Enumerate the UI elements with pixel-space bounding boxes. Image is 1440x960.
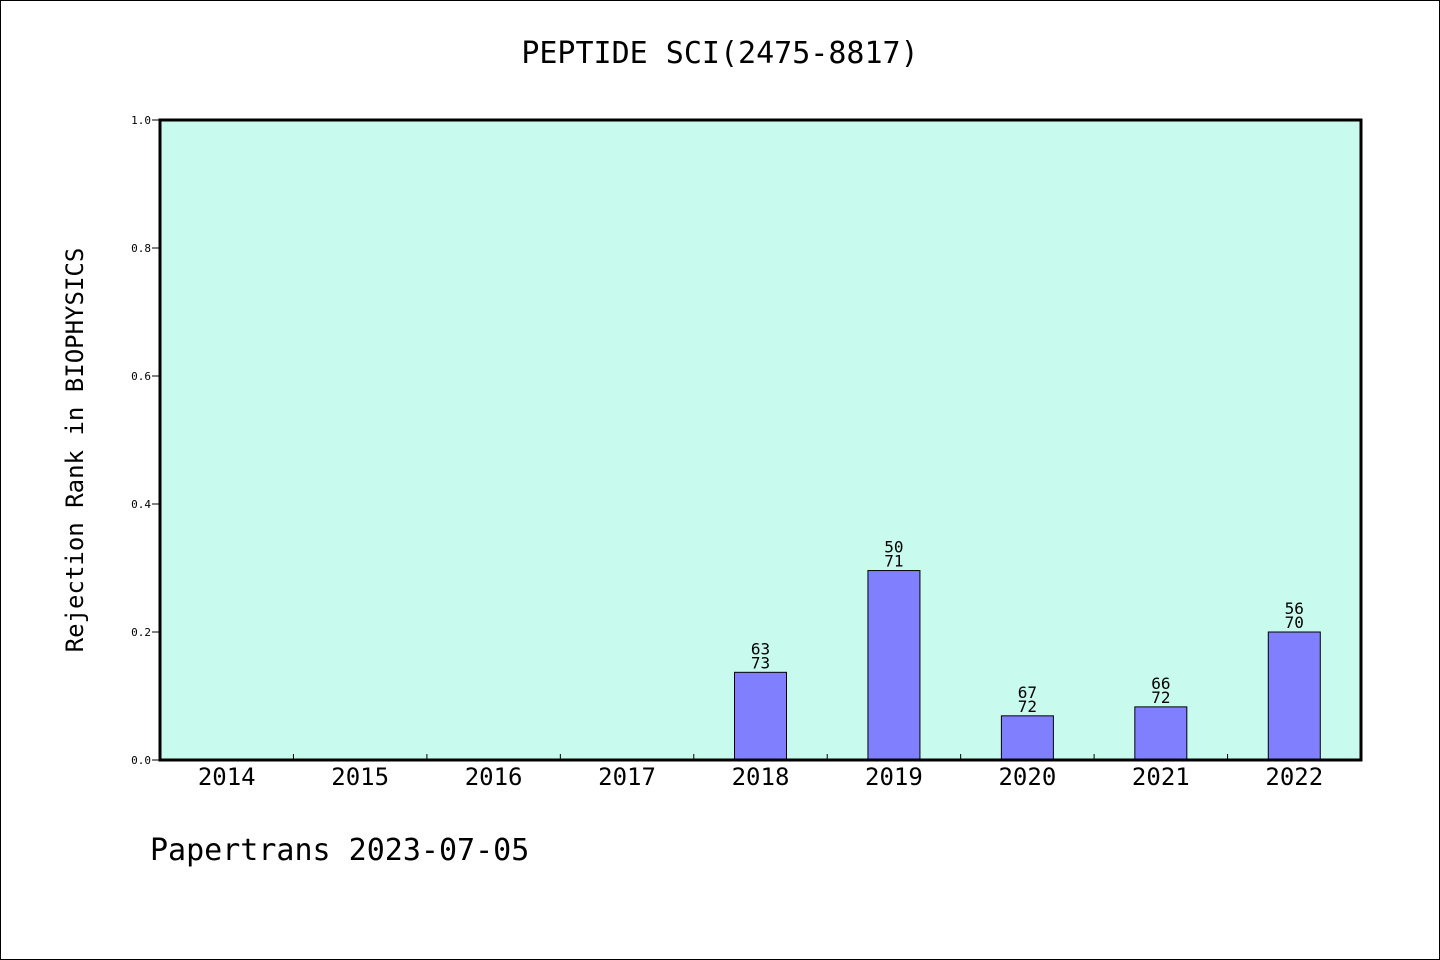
bar: [734, 671, 787, 761]
bar-label-bottom: 71: [884, 552, 903, 571]
bar-label-bottom: 72: [1151, 688, 1170, 707]
bar-label-top: 56: [1285, 599, 1304, 618]
x-tick-label: 2021: [1132, 763, 1190, 791]
y-tick-label: 0.8: [131, 242, 151, 255]
bar-label-top: 67: [1018, 683, 1037, 702]
x-tick-label: 2019: [865, 763, 923, 791]
x-tick-label: 2018: [732, 763, 790, 791]
y-tick-label: 1.0: [131, 114, 151, 127]
x-tick-label: 2020: [998, 763, 1056, 791]
y-tick-label: 0.0: [131, 754, 151, 767]
y-tick-label: 0.2: [131, 626, 151, 639]
bar-label-top: 63: [751, 639, 770, 658]
chart-title: PEPTIDE SCI(2475-8817): [521, 36, 919, 71]
x-tick-label: 2022: [1265, 763, 1323, 791]
bar: [867, 570, 921, 761]
bar-label-top: 66: [1151, 674, 1170, 693]
x-tick-label: 2016: [465, 763, 523, 791]
footer-credit: Papertrans 2023-07-05: [150, 833, 530, 868]
x-tick-label: 2014: [198, 763, 256, 791]
plot-border: [158, 118, 1363, 762]
bar: [1000, 715, 1054, 761]
x-tick-label: 2015: [331, 763, 389, 791]
bar-label-bottom: 70: [1285, 613, 1304, 632]
plot-area: [160, 120, 1361, 760]
x-tick-label: 2017: [598, 763, 656, 791]
y-tick-label: 0.4: [131, 498, 151, 511]
bar: [1134, 706, 1188, 761]
bar-label-top: 50: [884, 538, 903, 557]
bar-label-bottom: 73: [751, 653, 770, 672]
bar-label-bottom: 72: [1018, 697, 1037, 716]
bar: [1267, 631, 1321, 761]
y-tick-label: 0.6: [131, 370, 151, 383]
